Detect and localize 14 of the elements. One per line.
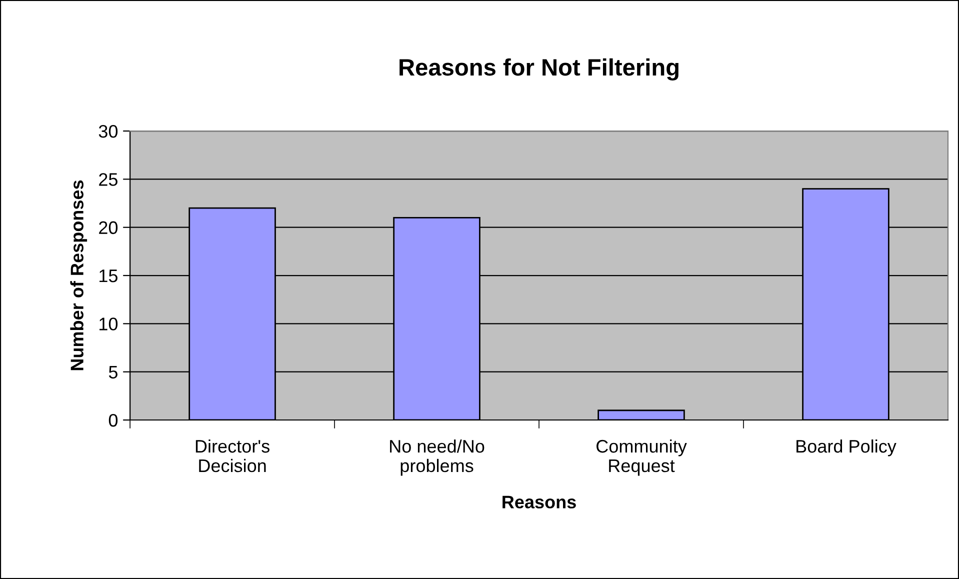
- y-tick-label: 20: [99, 221, 118, 234]
- y-axis-title: Number of Responses: [70, 180, 88, 370]
- y-tick-label: 10: [100, 318, 118, 330]
- x-axis-title: Reasons: [502, 496, 576, 508]
- y-tick-label: 5: [108, 366, 118, 379]
- y-tick-label: 0: [108, 414, 118, 427]
- chart-title: Reasons for Not Filtering: [400, 58, 678, 80]
- x-tick-label: Community Request: [596, 439, 687, 476]
- y-tick-label: 30: [98, 124, 118, 138]
- y-tick-label: 15: [100, 270, 118, 282]
- x-tick-label: No need/No problems: [390, 439, 484, 476]
- x-tick-label: Board Policy: [796, 439, 896, 456]
- y-tick-label: 25: [99, 173, 118, 186]
- x-tick-label: Director's Decision: [196, 439, 270, 472]
